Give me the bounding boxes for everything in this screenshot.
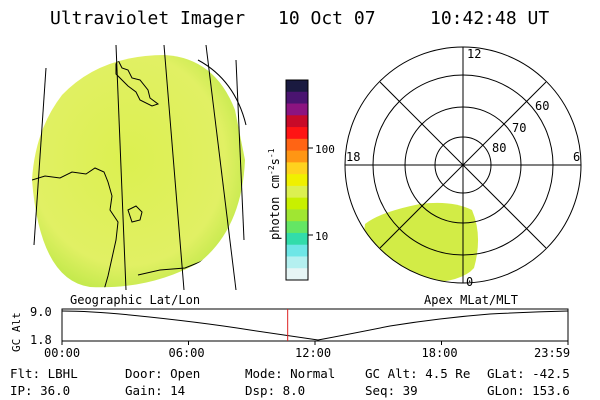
- colorbar-segment: [286, 197, 308, 210]
- polar-plot: 12 18 6 0 60 70 80: [344, 46, 582, 289]
- colorbar-segment: [286, 91, 308, 105]
- header-date: 10 Oct 07: [278, 8, 376, 29]
- colorbar-tick-100: 100: [315, 143, 335, 156]
- colorbar-segment: [286, 115, 308, 128]
- altitude-ytick-bottom: 1.8: [30, 333, 52, 347]
- altitude-xticks: 00:00 06:00 12:00 18:00 23:59: [44, 341, 570, 360]
- altitude-xtick-label: 23:59: [534, 346, 570, 360]
- colorbar-segment: [286, 138, 308, 152]
- altitude-xtick-label: 18:00: [422, 346, 458, 360]
- polar-label-60: 60: [535, 99, 549, 113]
- info-gain: Gain: 14: [125, 383, 186, 398]
- colorbar-segment: [286, 103, 308, 116]
- colorbar-segment: [286, 150, 308, 163]
- info-seq: Seq: 39: [365, 383, 418, 398]
- colorbar-segment: [286, 221, 308, 234]
- altitude-xtick-label: 00:00: [44, 346, 80, 360]
- geo-aurora-image: [32, 55, 245, 288]
- polar-label-12: 12: [467, 47, 481, 61]
- info-mode: Mode: Normal: [245, 366, 336, 381]
- altitude-xtick-label: 12:00: [295, 346, 331, 360]
- altitude-xtick-label: 06:00: [169, 346, 205, 360]
- info-door: Door: Open: [125, 366, 201, 381]
- colorbar-segment: [286, 80, 308, 93]
- altitude-plot: GC Alt 9.0 1.8 00:00 06:00 12:00 18:00 23:59: [10, 305, 570, 360]
- apex-projection-label: Apex MLat/MLT: [424, 293, 518, 307]
- header-time: 10:42:48 UT: [430, 8, 550, 29]
- polar-label-6: 6: [573, 150, 580, 164]
- colorbar-segment: [286, 232, 308, 246]
- info-glon: GLon: 153.6: [487, 383, 570, 398]
- colorbar-label: photon cm-2s-1: [267, 148, 282, 240]
- info-flt: Flt: LBHL: [10, 366, 78, 381]
- info-gcalt: GC Alt: 4.5 Re: [365, 366, 471, 381]
- info-ip: IP: 36.0: [10, 383, 71, 398]
- geographic-map: 100 10 photon cm-2s-1 12 18 6 0 60 70 80: [32, 44, 582, 291]
- colorbar-segment: [286, 185, 308, 199]
- altitude-orbit-curve: [61, 310, 569, 341]
- altitude-ytick-top: 9.0: [30, 305, 52, 319]
- colorbar-segment: [286, 268, 308, 281]
- colorbar-segment: [286, 244, 308, 257]
- colorbar-segment: [286, 127, 308, 140]
- colorbar-segment: [286, 162, 308, 175]
- info-glat: GLat: -42.5: [487, 366, 570, 381]
- geo-projection-label: Geographic Lat/Lon: [70, 293, 201, 307]
- info-dsp: Dsp: 8.0: [245, 383, 306, 398]
- instrument-title: Ultraviolet Imager: [50, 8, 246, 29]
- polar-label-0: 0: [466, 275, 473, 289]
- polar-label-80: 80: [492, 141, 506, 155]
- polar-label-70: 70: [512, 121, 526, 135]
- colorbar-tick-10: 10: [315, 230, 328, 243]
- colorbar: 100 10 photon cm-2s-1: [267, 79, 335, 281]
- polar-aurora-image: [364, 202, 479, 283]
- colorbar-segment: [286, 209, 308, 222]
- geo-longitude-lines: [33, 44, 247, 291]
- colorbar-segment: [286, 174, 308, 187]
- polar-label-18: 18: [346, 150, 360, 164]
- altitude-ylabel: GC Alt: [10, 312, 23, 352]
- colorbar-segment: [286, 256, 308, 269]
